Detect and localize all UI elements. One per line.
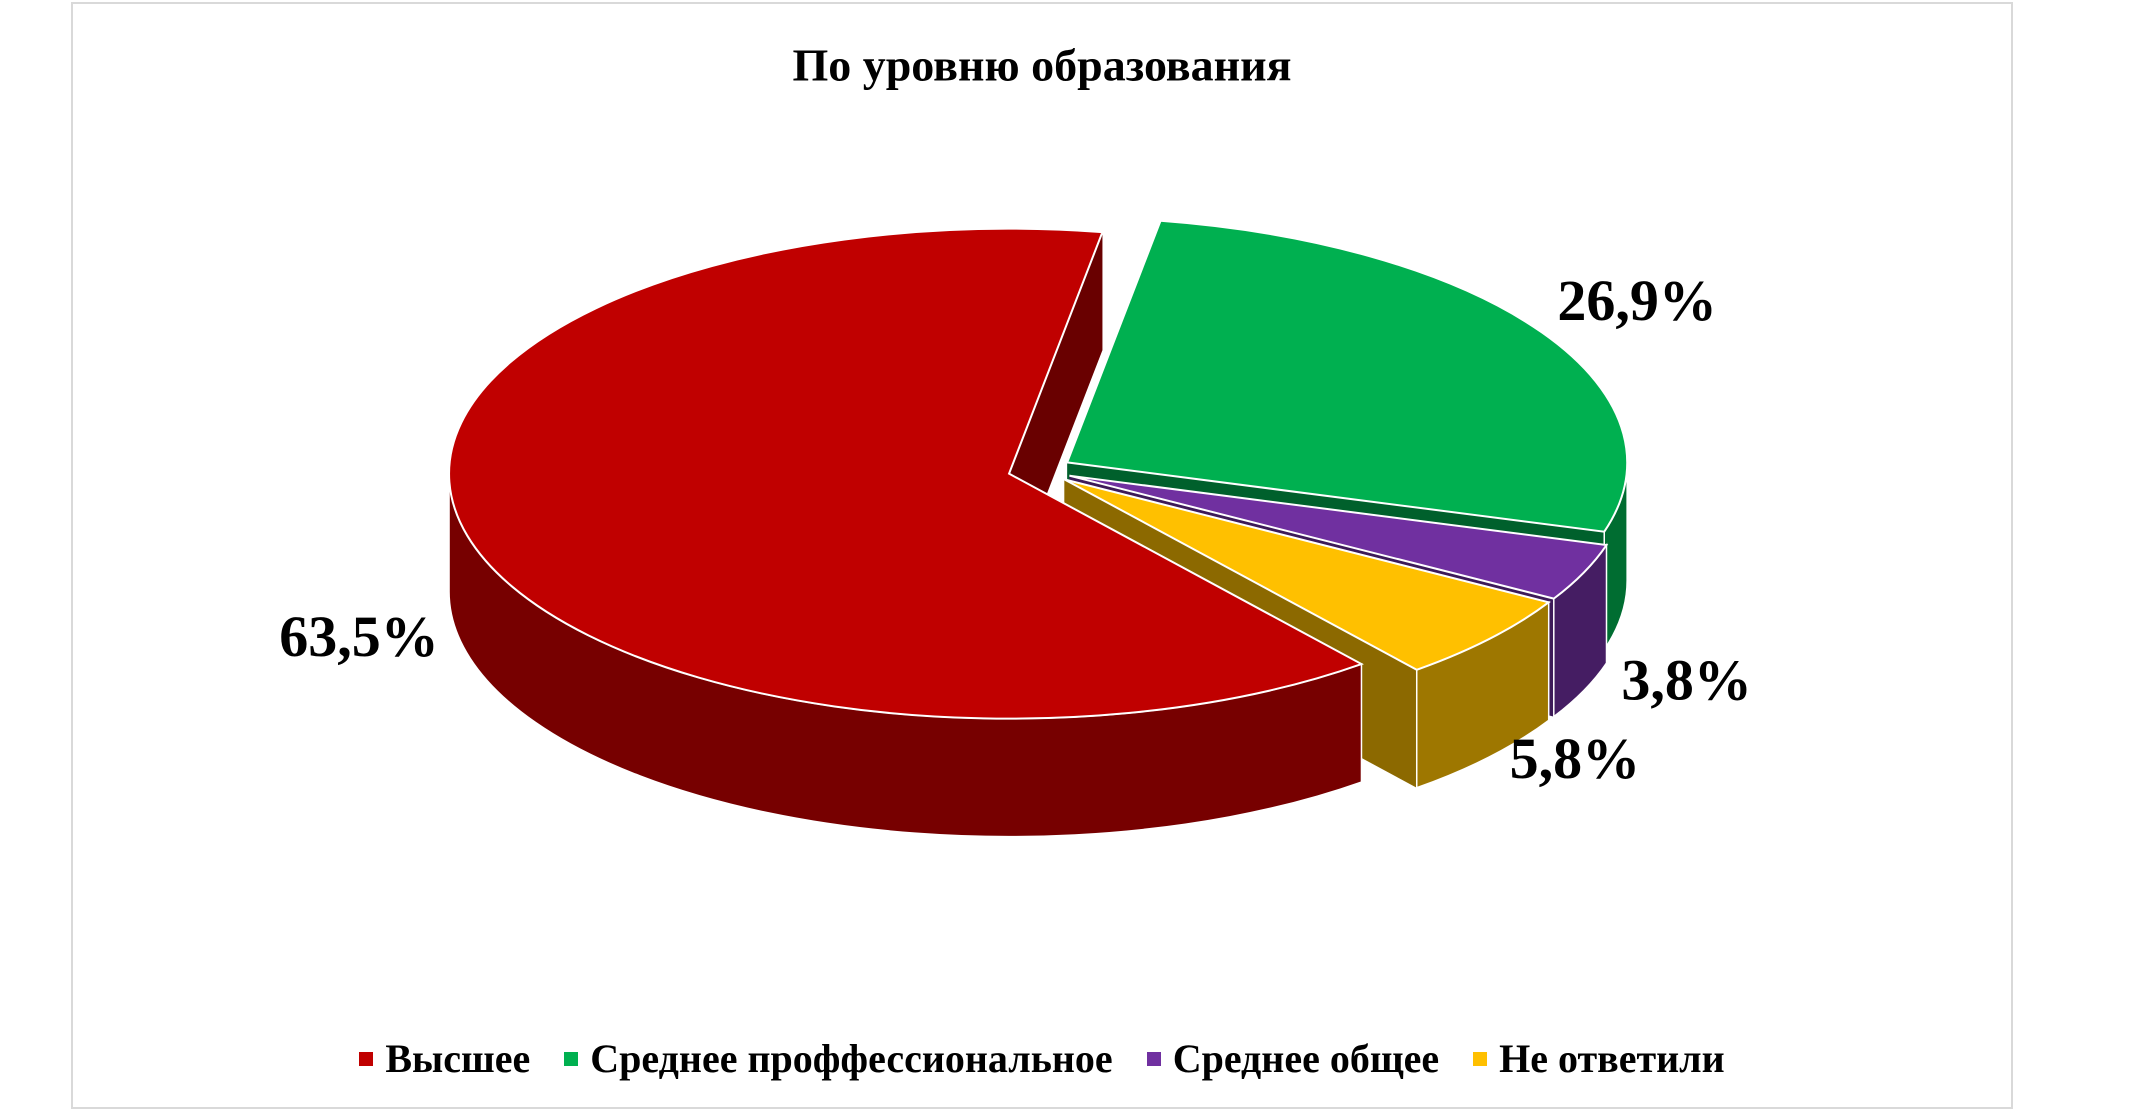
legend-swatch (564, 1051, 579, 1066)
chart-title: По уровню образования (792, 40, 1291, 91)
legend-item: Не ответили (1473, 1035, 1725, 1082)
legend-label: Среднее общее (1172, 1036, 1440, 1081)
legend-swatch (1146, 1051, 1161, 1066)
legend-item: Среднее общее (1146, 1035, 1440, 1082)
legend-item: Высшее (359, 1035, 530, 1082)
legend-swatch (359, 1051, 374, 1066)
data-label: 63,5% (279, 604, 439, 669)
slice (1069, 474, 1609, 600)
legend-item: Среднее проффессиональное (564, 1035, 1113, 1082)
data-label: 5,8% (1510, 726, 1641, 791)
legend-label: Высшее (385, 1036, 531, 1081)
legend-label: Не ответили (1499, 1036, 1725, 1081)
slice (448, 227, 1364, 720)
data-label: 3,8% (1621, 648, 1752, 713)
data-label: 26,9% (1557, 268, 1717, 333)
legend-label: Среднее проффессиональное (590, 1036, 1113, 1081)
legend-swatch (1473, 1051, 1488, 1066)
slice (1063, 478, 1551, 671)
legend: Высшее Среднее проффессиональное Среднее о… (72, 1035, 2012, 1082)
slice (1065, 219, 1629, 533)
